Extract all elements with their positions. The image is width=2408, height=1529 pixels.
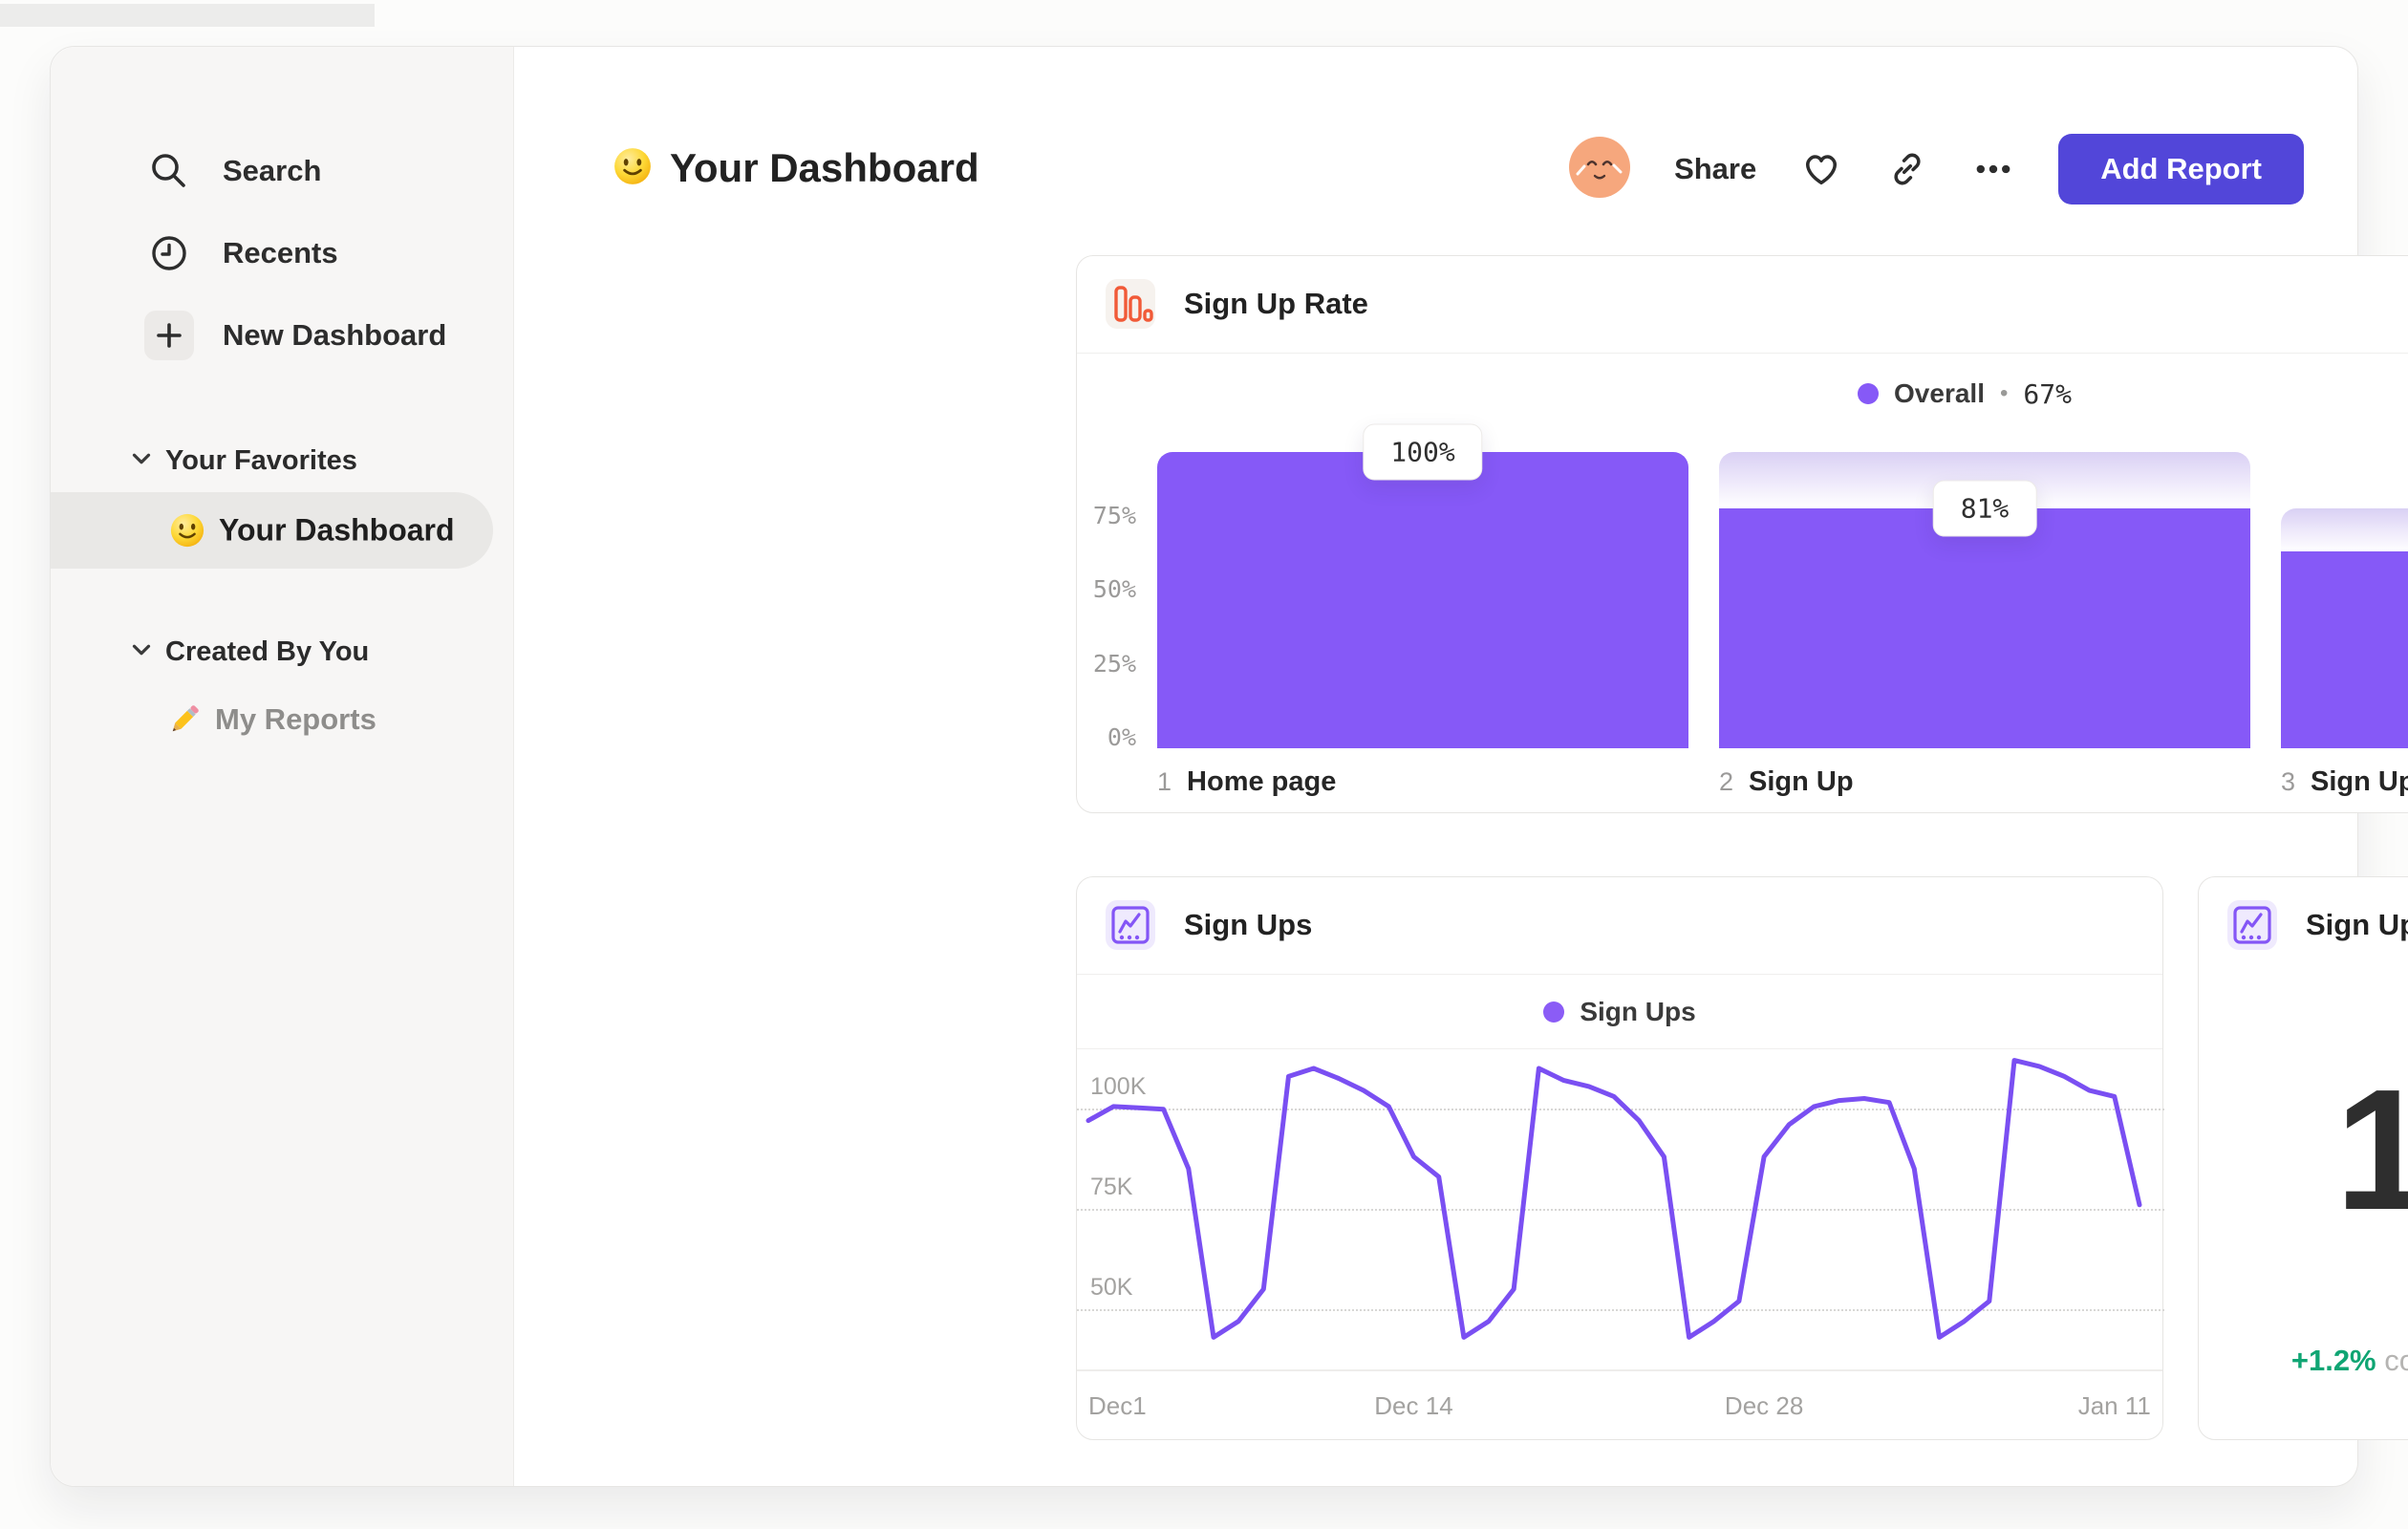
x-axis-tick: Dec 28 xyxy=(1724,1391,1804,1420)
funnel-bar-home-page[interactable]: 100% xyxy=(1157,423,1688,748)
legend-separator: • xyxy=(1999,380,2009,406)
app-window: Search Recents New Dashboard xyxy=(50,46,2408,1487)
funnel-bar-fill xyxy=(2281,551,2408,748)
funnel-bar-fill xyxy=(1157,452,1688,748)
legend-series-label: Sign Ups xyxy=(1580,996,1696,1026)
legend-overall-value: 67% xyxy=(2023,377,2072,410)
card-title: Sign Ups Today xyxy=(2306,908,2408,941)
pencil-emoji-icon xyxy=(165,700,204,743)
funnel-bar-loss xyxy=(2281,507,2408,552)
sidebar-item-my-reports[interactable]: My Reports xyxy=(51,689,513,750)
gridline xyxy=(1077,1209,2164,1211)
line-legend: Sign Ups xyxy=(1077,975,2162,1049)
card-title: Sign Ups xyxy=(1184,908,1313,941)
funnel-plot: 75% 50% 25% 0% 100% 81% xyxy=(1077,423,2408,751)
trend-line-icon xyxy=(2227,900,2277,950)
funnel-bar-sign-up-confirmation[interactable]: 82% xyxy=(2281,507,2408,748)
y-axis-tick: 50% xyxy=(1092,575,1136,603)
card-sign-ups-today: Sign Ups Today 100K Unique Users +1.2% c… xyxy=(2198,876,2408,1440)
step-number: 1 xyxy=(1157,767,1172,796)
metric-value: 100K xyxy=(2334,1054,2408,1246)
chevron-down-icon xyxy=(131,451,152,470)
smiley-emoji-icon xyxy=(613,146,653,191)
step-name: Sign Up xyxy=(1749,766,1854,797)
funnel-step-label: 3 Sign Up Confirmation xyxy=(2281,766,2408,798)
card-header: Sign Ups Today xyxy=(2199,877,2408,975)
top-browser-strip xyxy=(0,4,375,27)
step-name: Sign Up Confirmation xyxy=(2311,766,2408,797)
funnel-step-labels: 1 Home page 2 Sign Up 3 Sign Up Confirma… xyxy=(1077,766,2408,808)
y-axis-tick: 50K xyxy=(1090,1274,1133,1301)
legend-series-label: Overall xyxy=(1894,378,1985,408)
y-axis-tick: 25% xyxy=(1092,649,1136,678)
x-axis-tick: Jan 11 xyxy=(2077,1391,2151,1420)
card-header: Sign Ups xyxy=(1077,877,2162,975)
plus-icon xyxy=(144,311,194,360)
metric-delta-row: +1.2% compared to previous period xyxy=(2199,1344,2408,1378)
funnel-tooltip: 81% xyxy=(1932,480,2037,537)
funnel-bar-sign-up[interactable]: 81% xyxy=(1719,452,2250,748)
funnel-step-label: 2 Sign Up xyxy=(1719,766,1854,798)
card-sign-up-rate: Sign Up Rate Overall • 67% xyxy=(1076,255,2408,813)
sidebar: Search Recents New Dashboard xyxy=(51,47,514,1486)
sidebar-item-label: New Dashboard xyxy=(223,318,447,352)
main-content: Your Dashboard Share xyxy=(514,47,2408,1486)
x-axis-ticks: Dec1 Dec 14 Dec 28 Jan 11 xyxy=(1077,1384,2162,1430)
card-title: Sign Up Rate xyxy=(1184,287,1368,320)
step-number: 2 xyxy=(1719,767,1734,796)
search-icon xyxy=(144,146,194,196)
trend-line-icon xyxy=(1106,900,1155,950)
gridline xyxy=(1077,1309,2164,1311)
sidebar-item-label: My Reports xyxy=(215,702,376,736)
clock-icon xyxy=(144,228,194,278)
x-axis-line xyxy=(1077,1369,2162,1371)
sidebar-section-created-by-you[interactable]: Created By You xyxy=(51,630,513,674)
funnel-step-label: 1 Home page xyxy=(1157,766,1336,798)
page-title: Your Dashboard xyxy=(670,145,979,190)
section-label: Your Favorites xyxy=(165,444,357,476)
dashboard-header: Your Dashboard Share xyxy=(514,47,2357,248)
funnel-chart-icon xyxy=(1106,279,1155,329)
sidebar-item-your-dashboard[interactable]: Your Dashboard xyxy=(51,492,493,569)
y-axis-tick: 75K xyxy=(1090,1174,1133,1200)
sidebar-item-search[interactable]: Search xyxy=(51,142,513,200)
y-axis-tick: 0% xyxy=(1107,723,1136,751)
y-axis-tick: 75% xyxy=(1092,501,1136,529)
step-name: Home page xyxy=(1187,766,1337,797)
avatar[interactable] xyxy=(1569,136,1631,203)
share-button[interactable]: Share xyxy=(1674,152,1757,185)
add-report-button[interactable]: Add Report xyxy=(2058,134,2304,205)
funnel-tooltip: 100% xyxy=(1363,423,1483,481)
funnel-legend: Overall • 67% xyxy=(1077,367,2408,420)
legend-dot xyxy=(1543,1001,1565,1023)
y-axis-tick: 100K xyxy=(1090,1073,1147,1100)
sidebar-section-your-favorites[interactable]: Your Favorites xyxy=(51,439,513,483)
smiley-emoji-icon xyxy=(169,512,205,553)
metric-label: Unique Users xyxy=(2199,1263,2408,1303)
card-sign-ups: Sign Ups Sign Ups 100K 75K 50K xyxy=(1076,876,2164,1440)
step-number: 3 xyxy=(2281,767,2296,796)
sign-ups-line-series xyxy=(1086,1058,2142,1340)
sidebar-item-label: Your Dashboard xyxy=(219,512,455,548)
chevron-down-icon xyxy=(131,642,152,661)
x-axis-tick: Dec1 xyxy=(1088,1391,1147,1420)
x-axis-tick: Dec 14 xyxy=(1374,1391,1453,1420)
sidebar-item-new-dashboard[interactable]: New Dashboard xyxy=(51,307,513,364)
heart-icon[interactable] xyxy=(1800,148,1842,190)
delta-value: +1.2% xyxy=(2290,1344,2376,1377)
card-header: Sign Up Rate xyxy=(1077,256,2408,354)
sidebar-item-label: Recents xyxy=(223,236,338,269)
line-plot: 100K 75K 50K xyxy=(1077,1049,2164,1369)
sidebar-item-recents[interactable]: Recents xyxy=(51,225,513,282)
funnel-bar-fill xyxy=(1719,507,2250,748)
gridline xyxy=(1077,1109,2164,1110)
ellipsis-icon[interactable] xyxy=(1972,148,2014,190)
legend-dot xyxy=(1858,383,1880,404)
delta-caption: compared to previous period xyxy=(2384,1344,2408,1377)
section-label: Created By You xyxy=(165,635,370,667)
sidebar-item-label: Search xyxy=(223,154,322,187)
link-icon[interactable] xyxy=(1886,148,1928,190)
